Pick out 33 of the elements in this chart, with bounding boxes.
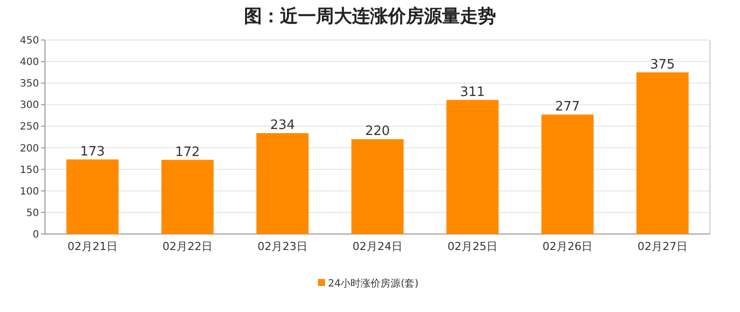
data-label: 375 — [650, 57, 675, 72]
x-tick-label: 02月23日 — [258, 240, 308, 253]
data-label: 220 — [365, 124, 390, 140]
legend-label: 24小时涨价房源(套) — [328, 278, 419, 290]
y-tick-label: 150 — [20, 164, 39, 176]
bar — [351, 139, 404, 234]
x-tick-label: 02月27日 — [638, 240, 688, 253]
y-tick-label: 400 — [20, 57, 39, 68]
x-tick-label: 02月26日 — [542, 240, 592, 253]
data-label: 234 — [270, 118, 295, 134]
data-label: 172 — [175, 144, 200, 160]
bar — [446, 100, 499, 234]
y-tick-label: 250 — [20, 122, 39, 133]
y-tick-label: 50 — [26, 208, 39, 219]
x-tick-label: 02月25日 — [448, 240, 498, 253]
y-tick-label: 450 — [20, 36, 39, 46]
bar — [66, 159, 119, 234]
bar — [161, 160, 214, 234]
x-tick-label: 02月22日 — [162, 240, 212, 253]
data-label: 277 — [555, 100, 580, 115]
y-tick-label: 0 — [32, 230, 39, 240]
y-tick-label: 100 — [20, 186, 39, 198]
chart-title: 图：近一周大连涨价房源量走势 — [244, 6, 496, 27]
bar — [256, 133, 309, 234]
bar — [636, 72, 689, 234]
x-tick-label: 02月21日 — [68, 240, 118, 253]
x-tick-label: 02月24日 — [352, 240, 402, 253]
y-tick-label: 200 — [20, 143, 39, 154]
data-label: 173 — [80, 144, 105, 160]
data-label: 311 — [460, 84, 485, 100]
bar — [541, 114, 594, 234]
y-tick-label: 350 — [20, 78, 39, 90]
y-tick-label: 300 — [20, 100, 39, 112]
